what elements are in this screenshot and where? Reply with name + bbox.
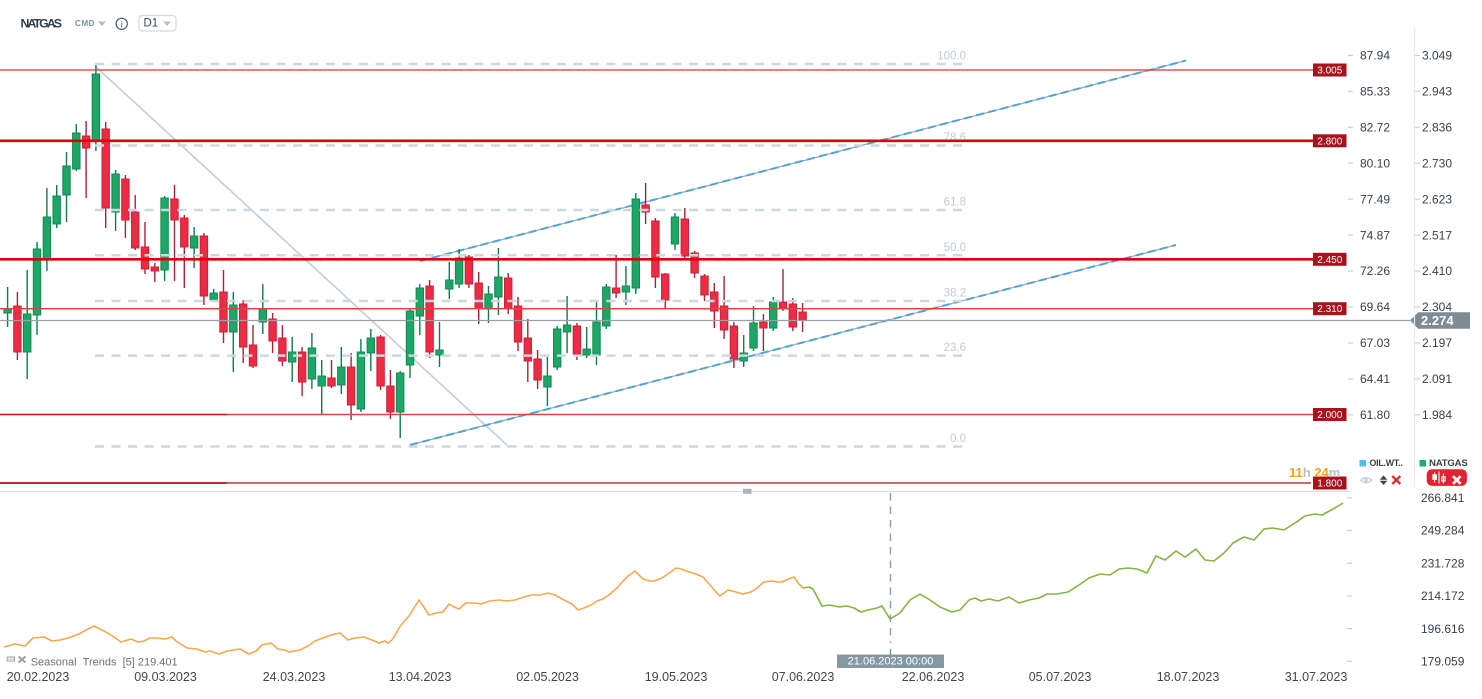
svg-text:87.94: 87.94 <box>1360 49 1390 63</box>
svg-text:22.06.2023: 22.06.2023 <box>902 670 965 684</box>
svg-text:231.728: 231.728 <box>1421 556 1465 570</box>
svg-text:179.059: 179.059 <box>1421 655 1465 669</box>
svg-text:2.800: 2.800 <box>1317 136 1342 147</box>
svg-text:D1: D1 <box>144 17 159 29</box>
svg-text:07.06.2023: 07.06.2023 <box>772 670 835 684</box>
svg-text:3.005: 3.005 <box>1317 66 1342 77</box>
svg-text:21.06.2023 00:00: 21.06.2023 00:00 <box>848 656 934 668</box>
svg-text:20.02.2023: 20.02.2023 <box>7 670 70 684</box>
svg-text:24.03.2023: 24.03.2023 <box>263 670 326 684</box>
svg-text:2.197: 2.197 <box>1422 336 1452 350</box>
svg-text:61.8: 61.8 <box>944 197 966 209</box>
svg-text:82.72: 82.72 <box>1360 121 1390 135</box>
svg-text:2.000: 2.000 <box>1317 410 1342 421</box>
svg-text:74.87: 74.87 <box>1360 228 1390 242</box>
svg-text:50.0: 50.0 <box>944 242 966 254</box>
svg-text:2.836: 2.836 <box>1422 121 1452 135</box>
svg-text:09.03.2023: 09.03.2023 <box>134 670 197 684</box>
svg-text:02.05.2023: 02.05.2023 <box>516 670 579 684</box>
svg-text:2.310: 2.310 <box>1317 304 1342 315</box>
svg-text:0.0: 0.0 <box>950 433 966 445</box>
svg-text:2.517: 2.517 <box>1422 228 1452 242</box>
svg-text:77.49: 77.49 <box>1360 192 1390 206</box>
svg-text:69.64: 69.64 <box>1360 300 1390 314</box>
svg-text:249.284: 249.284 <box>1421 524 1465 538</box>
svg-text:3.049: 3.049 <box>1422 49 1452 63</box>
svg-text:214.172: 214.172 <box>1421 589 1465 603</box>
svg-text:13.04.2023: 13.04.2023 <box>389 670 452 684</box>
svg-text:i: i <box>121 19 123 29</box>
svg-text:18.07.2023: 18.07.2023 <box>1157 670 1220 684</box>
svg-text:38.2: 38.2 <box>944 288 966 300</box>
svg-text:2.623: 2.623 <box>1422 192 1452 206</box>
svg-text:85.33: 85.33 <box>1360 85 1390 99</box>
svg-text:05.07.2023: 05.07.2023 <box>1029 670 1092 684</box>
svg-text:NATGAS: NATGAS <box>1429 458 1468 469</box>
svg-text:2.410: 2.410 <box>1422 264 1452 278</box>
svg-text:100.0: 100.0 <box>937 51 966 63</box>
svg-text:11h 24m: 11h 24m <box>1289 465 1340 480</box>
svg-text:2.091: 2.091 <box>1422 372 1452 386</box>
svg-text:2.943: 2.943 <box>1422 85 1452 99</box>
svg-text:2.274: 2.274 <box>1421 313 1454 328</box>
svg-text:CMD: CMD <box>75 19 95 28</box>
svg-text:2.730: 2.730 <box>1422 156 1452 170</box>
svg-text:72.26: 72.26 <box>1360 264 1390 278</box>
svg-text:64.41: 64.41 <box>1360 372 1390 386</box>
svg-text:78.6: 78.6 <box>944 132 966 144</box>
svg-text:23.6: 23.6 <box>944 342 966 354</box>
svg-text:266.841: 266.841 <box>1421 491 1465 505</box>
svg-text:2.304: 2.304 <box>1422 300 1452 314</box>
svg-text:1.800: 1.800 <box>1317 479 1342 490</box>
svg-text:1.984: 1.984 <box>1422 408 1452 422</box>
svg-text:61.80: 61.80 <box>1360 408 1390 422</box>
svg-text:Seasonal Trends [5] 219.401: Seasonal Trends [5] 219.401 <box>31 657 178 669</box>
svg-text:NATGAS: NATGAS <box>21 17 63 31</box>
svg-text:31.07.2023: 31.07.2023 <box>1285 670 1348 684</box>
svg-text:80.10: 80.10 <box>1360 156 1390 170</box>
svg-text:OIL.WT..: OIL.WT.. <box>1370 458 1403 468</box>
svg-text:196.616: 196.616 <box>1421 622 1465 636</box>
svg-text:67.03: 67.03 <box>1360 336 1390 350</box>
svg-text:19.05.2023: 19.05.2023 <box>645 670 708 684</box>
svg-text:2.450: 2.450 <box>1317 255 1342 266</box>
